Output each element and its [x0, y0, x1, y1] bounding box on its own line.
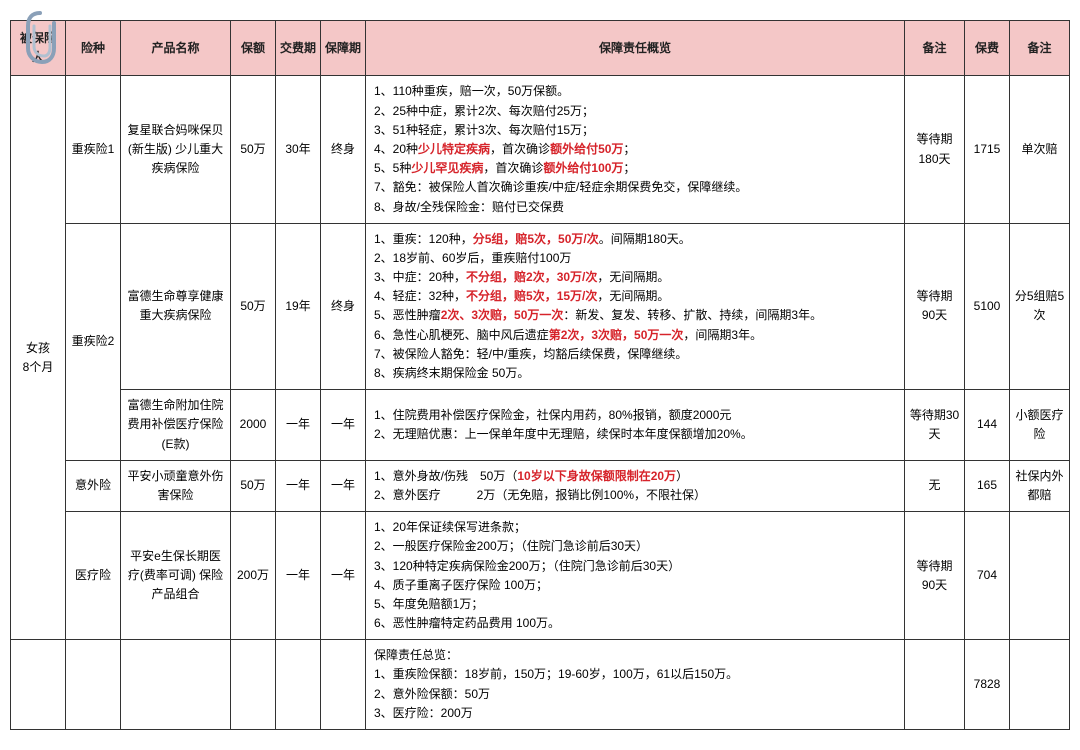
- cell-name: 复星联合妈咪保贝(新生版) 少儿重大疾病保险: [121, 76, 231, 223]
- table-row: 意外险平安小顽童意外伤害保险50万一年一年1、意外身故/伤残 50万（10岁以下…: [11, 460, 1070, 511]
- table-row: 女孩8个月重疾险1复星联合妈咪保贝(新生版) 少儿重大疾病保险50万30年终身1…: [11, 76, 1070, 223]
- cell-type: 意外险: [66, 460, 121, 511]
- cell-desc: 1、重疾：120种，分5组，赔5次，50万/次。间隔期180天。2、18岁前、6…: [366, 223, 905, 390]
- table-row: 富德生命附加住院费用补偿医疗保险(E款)2000一年一年1、住院费用补偿医疗保险…: [11, 390, 1070, 461]
- cell-fee: 144: [965, 390, 1010, 461]
- insurance-table: 被保险人 险种 产品名称 保额 交费期 保障期 保障责任概览 备注 保费 备注 …: [10, 20, 1070, 730]
- col-payterm: 交费期: [276, 21, 321, 76]
- col-desc: 保障责任概览: [366, 21, 905, 76]
- cell-fee: 1715: [965, 76, 1010, 223]
- cell-empty: [905, 640, 965, 730]
- cell-name: 平安e生保长期医疗(费率可调) 保险产品组合: [121, 512, 231, 640]
- col-amount: 保额: [231, 21, 276, 76]
- summary-row: 保障责任总览：1、重疾险保额：18岁前，150万；19-60岁，100万，61以…: [11, 640, 1070, 730]
- cell-empty: [321, 640, 366, 730]
- col-cover: 保障期: [321, 21, 366, 76]
- cell-desc: 1、110种重疾，赔一次，50万保额。2、25种中症，累计2次、每次赔付25万；…: [366, 76, 905, 223]
- cell-note: 无: [905, 460, 965, 511]
- cell-empty: [1010, 640, 1070, 730]
- paperclip-decoration: [20, 8, 60, 68]
- cell-note: 等待期180天: [905, 76, 965, 223]
- cell-insured: 女孩8个月: [11, 76, 66, 640]
- header-row: 被保险人 险种 产品名称 保额 交费期 保障期 保障责任概览 备注 保费 备注: [11, 21, 1070, 76]
- cell-cover: 一年: [321, 512, 366, 640]
- cell-payterm: 一年: [276, 390, 321, 461]
- cell-note2: 分5组赔5次: [1010, 223, 1070, 390]
- col-note2: 备注: [1010, 21, 1070, 76]
- cell-empty: [11, 640, 66, 730]
- cell-empty: [276, 640, 321, 730]
- cell-amount: 50万: [231, 460, 276, 511]
- cell-summary-desc: 保障责任总览：1、重疾险保额：18岁前，150万；19-60岁，100万，61以…: [366, 640, 905, 730]
- table-row: 医疗险平安e生保长期医疗(费率可调) 保险产品组合200万一年一年1、20年保证…: [11, 512, 1070, 640]
- cell-desc: 1、意外身故/伤残 50万（10岁以下身故保额限制在20万）2、意外医疗 2万（…: [366, 460, 905, 511]
- cell-note2: [1010, 512, 1070, 640]
- cell-fee: 704: [965, 512, 1010, 640]
- cell-note: 等待期90天: [905, 512, 965, 640]
- col-type: 险种: [66, 21, 121, 76]
- col-note: 备注: [905, 21, 965, 76]
- cell-payterm: 19年: [276, 223, 321, 390]
- cell-cover: 一年: [321, 460, 366, 511]
- cell-payterm: 一年: [276, 460, 321, 511]
- cell-type: 医疗险: [66, 512, 121, 640]
- cell-payterm: 30年: [276, 76, 321, 223]
- cell-desc: 1、20年保证续保写进条款；2、一般医疗保险金200万；（住院门急诊前后30天）…: [366, 512, 905, 640]
- cell-amount: 200万: [231, 512, 276, 640]
- cell-summary-fee: 7828: [965, 640, 1010, 730]
- cell-amount: 2000: [231, 390, 276, 461]
- cell-name: 平安小顽童意外伤害保险: [121, 460, 231, 511]
- cell-payterm: 一年: [276, 512, 321, 640]
- cell-name: 富德生命附加住院费用补偿医疗保险(E款): [121, 390, 231, 461]
- cell-empty: [231, 640, 276, 730]
- cell-desc: 1、住院费用补偿医疗保险金，社保内用药，80%报销，额度2000元2、无理赔优惠…: [366, 390, 905, 461]
- col-name: 产品名称: [121, 21, 231, 76]
- cell-cover: 终身: [321, 76, 366, 223]
- table-row: 重疾险2富德生命尊享健康重大疾病保险50万19年终身1、重疾：120种，分5组，…: [11, 223, 1070, 390]
- cell-empty: [66, 640, 121, 730]
- cell-amount: 50万: [231, 76, 276, 223]
- cell-amount: 50万: [231, 223, 276, 390]
- cell-note2: 社保内外都赔: [1010, 460, 1070, 511]
- cell-note2: 小额医疗险: [1010, 390, 1070, 461]
- cell-type: 重疾险2: [66, 223, 121, 460]
- cell-note: 等待期30天: [905, 390, 965, 461]
- cell-note2: 单次赔: [1010, 76, 1070, 223]
- cell-cover: 终身: [321, 223, 366, 390]
- cell-fee: 5100: [965, 223, 1010, 390]
- cell-empty: [121, 640, 231, 730]
- cell-note: 等待期90天: [905, 223, 965, 390]
- cell-cover: 一年: [321, 390, 366, 461]
- cell-type: 重疾险1: [66, 76, 121, 223]
- col-fee: 保费: [965, 21, 1010, 76]
- cell-fee: 165: [965, 460, 1010, 511]
- cell-name: 富德生命尊享健康重大疾病保险: [121, 223, 231, 390]
